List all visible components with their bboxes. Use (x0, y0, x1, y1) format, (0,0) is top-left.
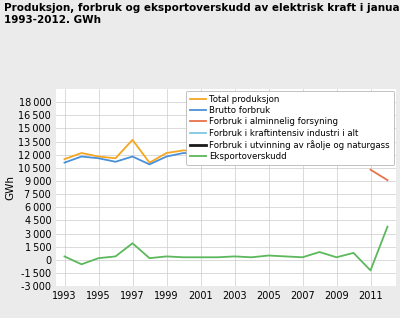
Total produksjon (266, 142, 271, 146)
Brutto forbruk (249, 147, 254, 150)
Brutto forbruk (130, 155, 135, 158)
Brutto forbruk (198, 152, 203, 156)
Eksportoverskudd (283, 254, 288, 258)
Eksportoverskudd (79, 262, 84, 266)
Y-axis label: GWh: GWh (6, 175, 16, 200)
Brutto forbruk (266, 147, 271, 150)
Eksportoverskudd (317, 250, 322, 254)
Total produksjon (62, 157, 67, 161)
Total produksjon (198, 149, 203, 153)
Total produksjon (79, 151, 84, 155)
Total produksjon (232, 142, 237, 145)
Eksportoverskudd (334, 255, 339, 259)
Text: Produksjon, forbruk og eksportoverskudd av elektrisk kraft i januar.
1993-2012. : Produksjon, forbruk og eksportoverskudd … (4, 3, 400, 25)
Total produksjon (300, 146, 305, 150)
Brutto forbruk (334, 147, 339, 150)
Total produksjon (147, 161, 152, 164)
Line: Eksportoverskudd: Eksportoverskudd (64, 227, 388, 270)
Eksportoverskudd (368, 268, 373, 272)
Brutto forbruk (96, 156, 101, 160)
Eksportoverskudd (300, 255, 305, 259)
Brutto forbruk (368, 152, 373, 156)
Brutto forbruk (164, 155, 169, 158)
Total produksjon (283, 143, 288, 147)
Forbruk i alminnelig forsyning (385, 178, 390, 182)
Brutto forbruk (215, 148, 220, 151)
Brutto forbruk (232, 145, 237, 149)
Brutto forbruk (317, 137, 322, 141)
Eksportoverskudd (351, 251, 356, 255)
Eksportoverskudd (181, 255, 186, 259)
Total produksjon (368, 162, 373, 166)
Total produksjon (215, 145, 220, 149)
Eksportoverskudd (198, 255, 203, 259)
Eksportoverskudd (147, 256, 152, 260)
Brutto forbruk (283, 147, 288, 150)
Total produksjon (351, 125, 356, 128)
Eksportoverskudd (130, 241, 135, 245)
Total produksjon (130, 138, 135, 142)
Brutto forbruk (181, 151, 186, 155)
Forbruk i alminnelig forsyning (368, 168, 373, 172)
Legend: Total produksjon, Brutto forbruk, Forbruk i alminnelig forsyning, Forbruk i kraf: Total produksjon, Brutto forbruk, Forbru… (186, 91, 394, 165)
Eksportoverskudd (96, 256, 101, 260)
Total produksjon (334, 144, 339, 148)
Brutto forbruk (62, 161, 67, 164)
Brutto forbruk (147, 162, 152, 166)
Eksportoverskudd (113, 254, 118, 258)
Eksportoverskudd (385, 225, 390, 229)
Brutto forbruk (385, 151, 390, 155)
Eksportoverskudd (249, 255, 254, 259)
Total produksjon (113, 156, 118, 160)
Total produksjon (317, 129, 322, 133)
Line: Forbruk i alminnelig forsyning: Forbruk i alminnelig forsyning (370, 170, 388, 180)
Total produksjon (249, 144, 254, 148)
Line: Brutto forbruk: Brutto forbruk (64, 134, 388, 164)
Eksportoverskudd (215, 255, 220, 259)
Brutto forbruk (300, 149, 305, 152)
Brutto forbruk (79, 155, 84, 158)
Total produksjon (96, 155, 101, 158)
Total produksjon (385, 118, 390, 121)
Brutto forbruk (113, 160, 118, 164)
Total produksjon (181, 149, 186, 152)
Eksportoverskudd (62, 254, 67, 258)
Total produksjon (164, 151, 169, 155)
Brutto forbruk (351, 132, 356, 136)
Eksportoverskudd (232, 254, 237, 258)
Eksportoverskudd (164, 254, 169, 258)
Eksportoverskudd (266, 254, 271, 258)
Line: Total produksjon: Total produksjon (64, 120, 388, 164)
